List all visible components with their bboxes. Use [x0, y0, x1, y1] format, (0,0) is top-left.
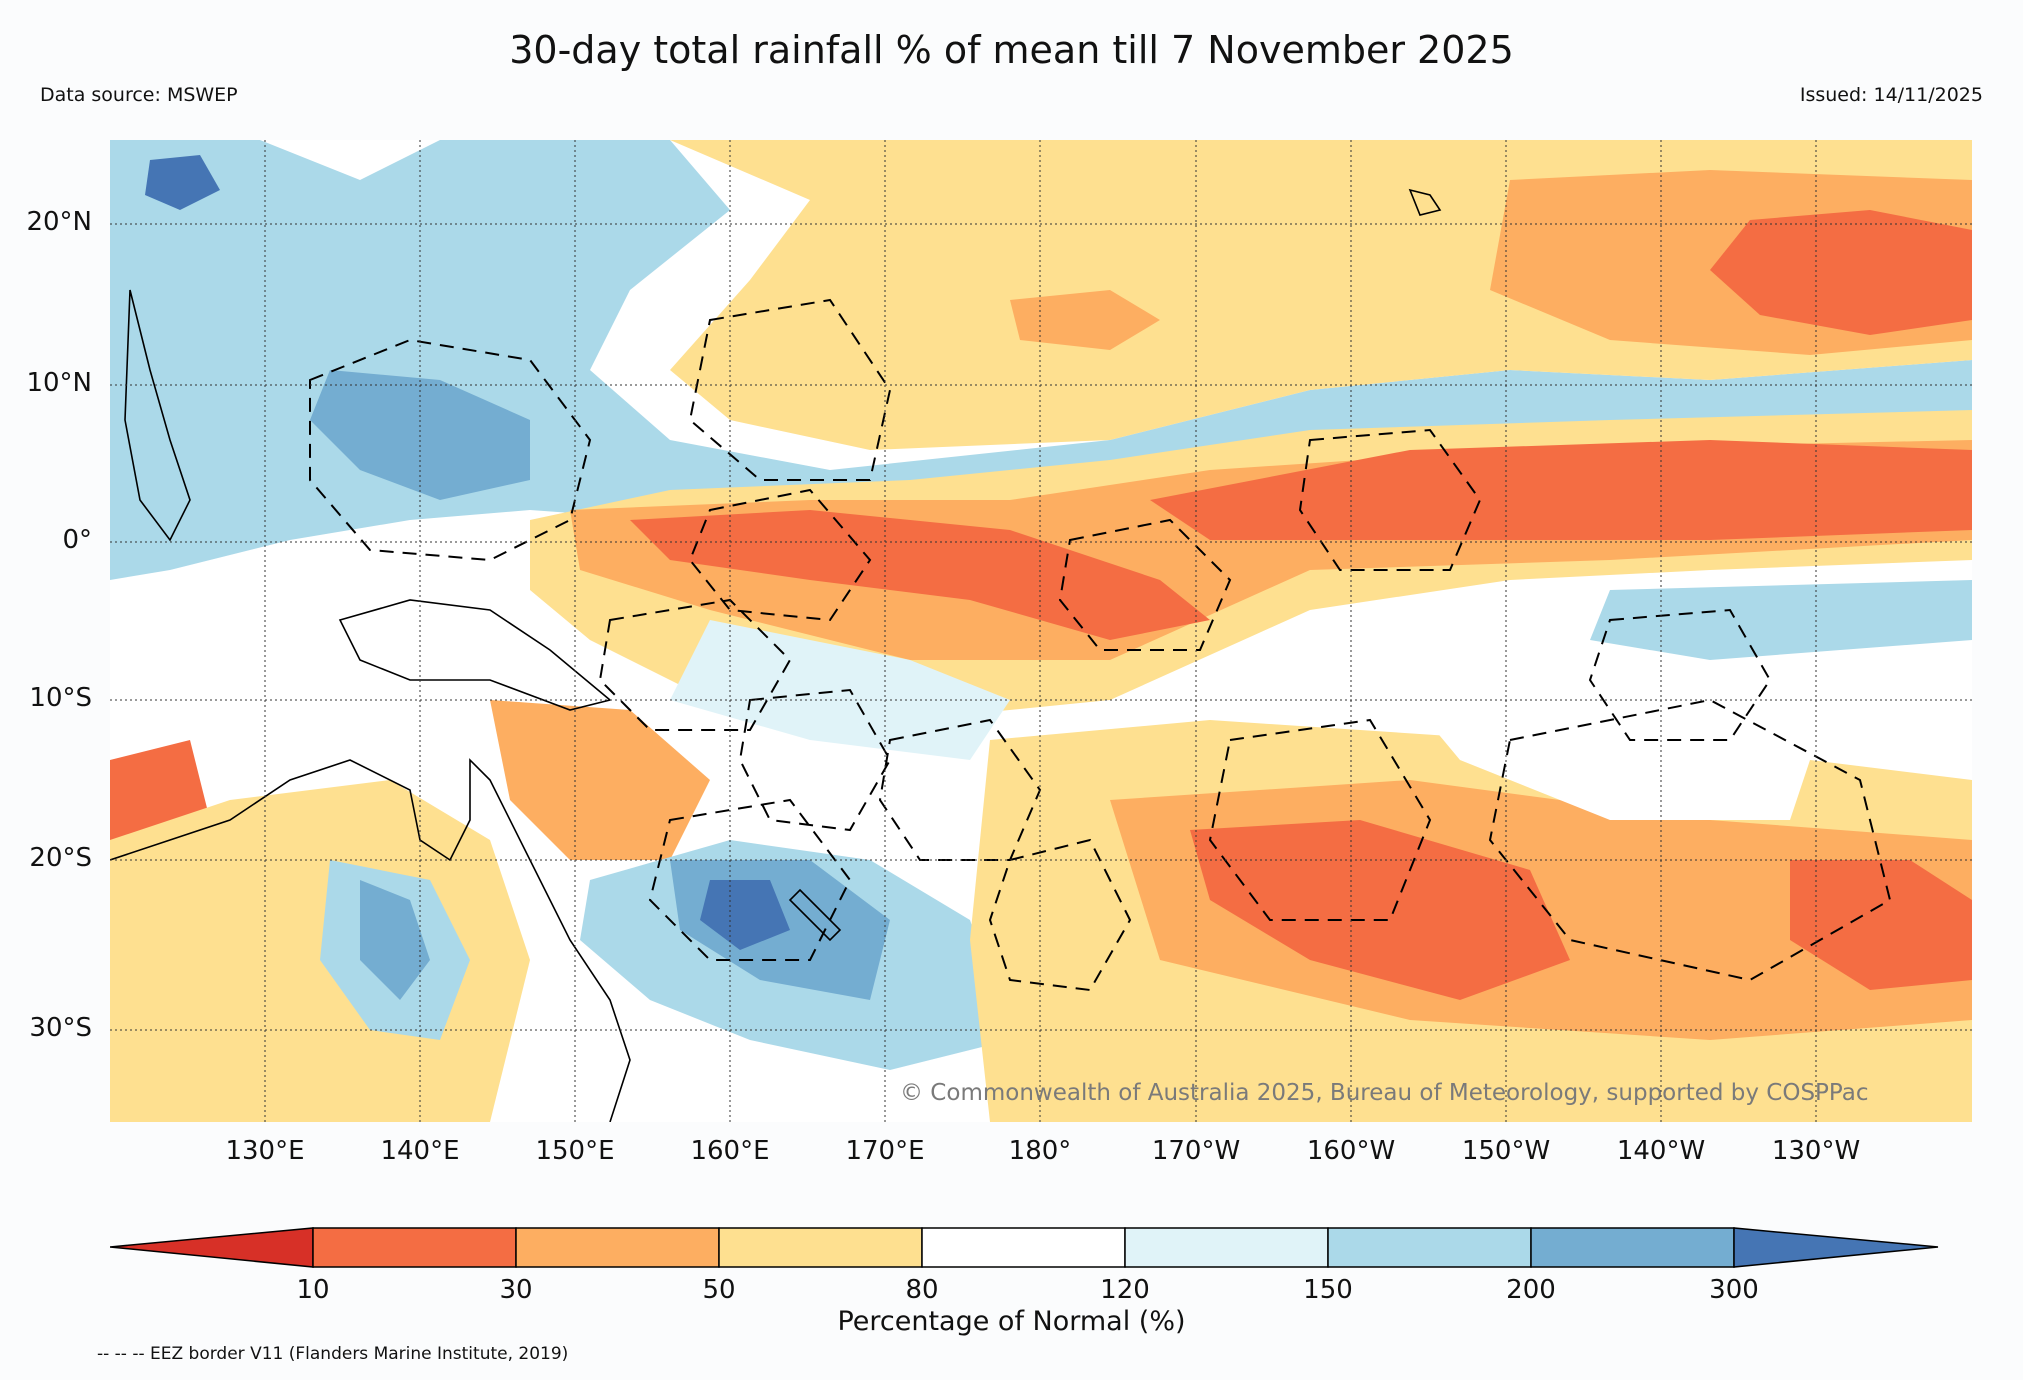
eez-legend-note: -- -- -- EEZ border V11 (Flanders Marine… — [97, 1344, 569, 1364]
colorbar-bin-50-80 — [718, 1227, 923, 1268]
near-normal-south-belt — [670, 620, 1010, 760]
very-wet-peak-sw — [700, 880, 790, 950]
colorbar-bin-80-120 — [921, 1227, 1126, 1268]
lon-label-180: 180° — [1008, 1136, 1072, 1166]
very-dry-core-south — [1190, 820, 1570, 1000]
colorbar-tick-30: 30 — [499, 1275, 533, 1305]
very-wet-spot-nw — [145, 155, 220, 210]
lon-label-140w: 140°W — [1616, 1136, 1706, 1166]
dry-coral-sea — [490, 700, 710, 860]
eez-vanuatu — [738, 688, 892, 832]
colorbar-bin-200-300 — [1530, 1227, 1735, 1268]
eez-kiribati-line — [1298, 428, 1482, 571]
lon-label-150e: 150°E — [535, 1136, 615, 1166]
philippines-coast — [124, 289, 191, 542]
lon-label-170w: 170°W — [1151, 1136, 1241, 1166]
issued-date: Issued: 14/11/2025 — [1799, 84, 1983, 106]
eez-new-caledonia — [648, 798, 852, 961]
lon-label-130w: 130°W — [1771, 1136, 1861, 1166]
data-source: Data source: MSWEP — [40, 84, 238, 106]
colorbar-tick-50: 50 — [702, 1275, 736, 1305]
lon-label-170e: 170°E — [845, 1136, 925, 1166]
new-caledonia-coast — [788, 888, 842, 942]
coastlines — [110, 188, 1442, 1122]
lat-label-10s: 10°S — [29, 683, 92, 713]
anomaly-fields — [110, 140, 1972, 1122]
lon-label-150w: 150°W — [1461, 1136, 1551, 1166]
colorbar-bin-10-30 — [312, 1227, 517, 1268]
colorbar-tick-200: 200 — [1506, 1275, 1556, 1305]
near-normal-south-gap — [1410, 700, 1810, 820]
lat-label-10n: 10°N — [26, 368, 92, 398]
lat-label-20s: 20°S — [29, 843, 92, 873]
lat-label-30s: 30°S — [29, 1013, 92, 1043]
colorbar — [110, 1227, 1939, 1268]
dry-patch-north-mid — [1010, 290, 1160, 350]
graticule — [110, 140, 1972, 1122]
new-guinea-coast — [338, 599, 612, 711]
colorbar-tick-300: 300 — [1709, 1275, 1759, 1305]
very-dry-core-east — [1150, 440, 1972, 540]
lat-label-20n: 20°N — [26, 207, 92, 237]
very-wet-australia-core — [360, 880, 430, 1000]
colorbar-bin-30-50 — [515, 1227, 720, 1268]
lon-label-140e: 140°E — [380, 1136, 460, 1166]
eez-kiribati-gilbert — [688, 488, 872, 622]
eez-french-polynesia — [1488, 698, 1892, 982]
map-title: 30-day total rainfall % of mean till 7 N… — [509, 28, 1514, 72]
eez-cook-islands — [1208, 718, 1432, 921]
colorbar-title: Percentage of Normal (%) — [837, 1306, 1186, 1337]
lon-label-160e: 160°E — [690, 1136, 770, 1166]
copyright-watermark: © Commonwealth of Australia 2025, Bureau… — [900, 1080, 1869, 1106]
eez-borders — [309, 298, 1892, 992]
hawaii-coast — [1408, 188, 1442, 216]
colorbar-extend-low — [110, 1227, 314, 1268]
colorbar-extend-high — [1733, 1227, 1939, 1268]
eez-micronesia — [309, 338, 592, 562]
lat-label-0: 0° — [62, 525, 92, 555]
mixed-australia — [110, 780, 530, 1122]
wet-belt-se — [1590, 580, 1972, 660]
eez-marshall — [688, 298, 892, 481]
very-dry-core-se — [1790, 860, 1972, 990]
colorbar-tick-10: 10 — [296, 1275, 330, 1305]
colorbar-tick-150: 150 — [1303, 1275, 1353, 1305]
eez-kiribati-phoenix — [1058, 518, 1232, 651]
colorbar-bin-120-150 — [1124, 1227, 1329, 1268]
colorbar-bin-150-200 — [1327, 1227, 1532, 1268]
colorbar-tick-80: 80 — [905, 1275, 939, 1305]
lon-label-160w: 160°W — [1306, 1136, 1396, 1166]
eez-tonga — [988, 838, 1132, 992]
rainfall-map[interactable] — [110, 140, 1972, 1122]
map-canvas — [110, 140, 1972, 1122]
eez-marquesas — [1588, 608, 1772, 741]
very-dry-core-north — [1710, 210, 1972, 335]
australia-coast — [110, 758, 631, 1122]
colorbar-tick-120: 120 — [1100, 1275, 1150, 1305]
lon-label-130e: 130°E — [225, 1136, 305, 1166]
